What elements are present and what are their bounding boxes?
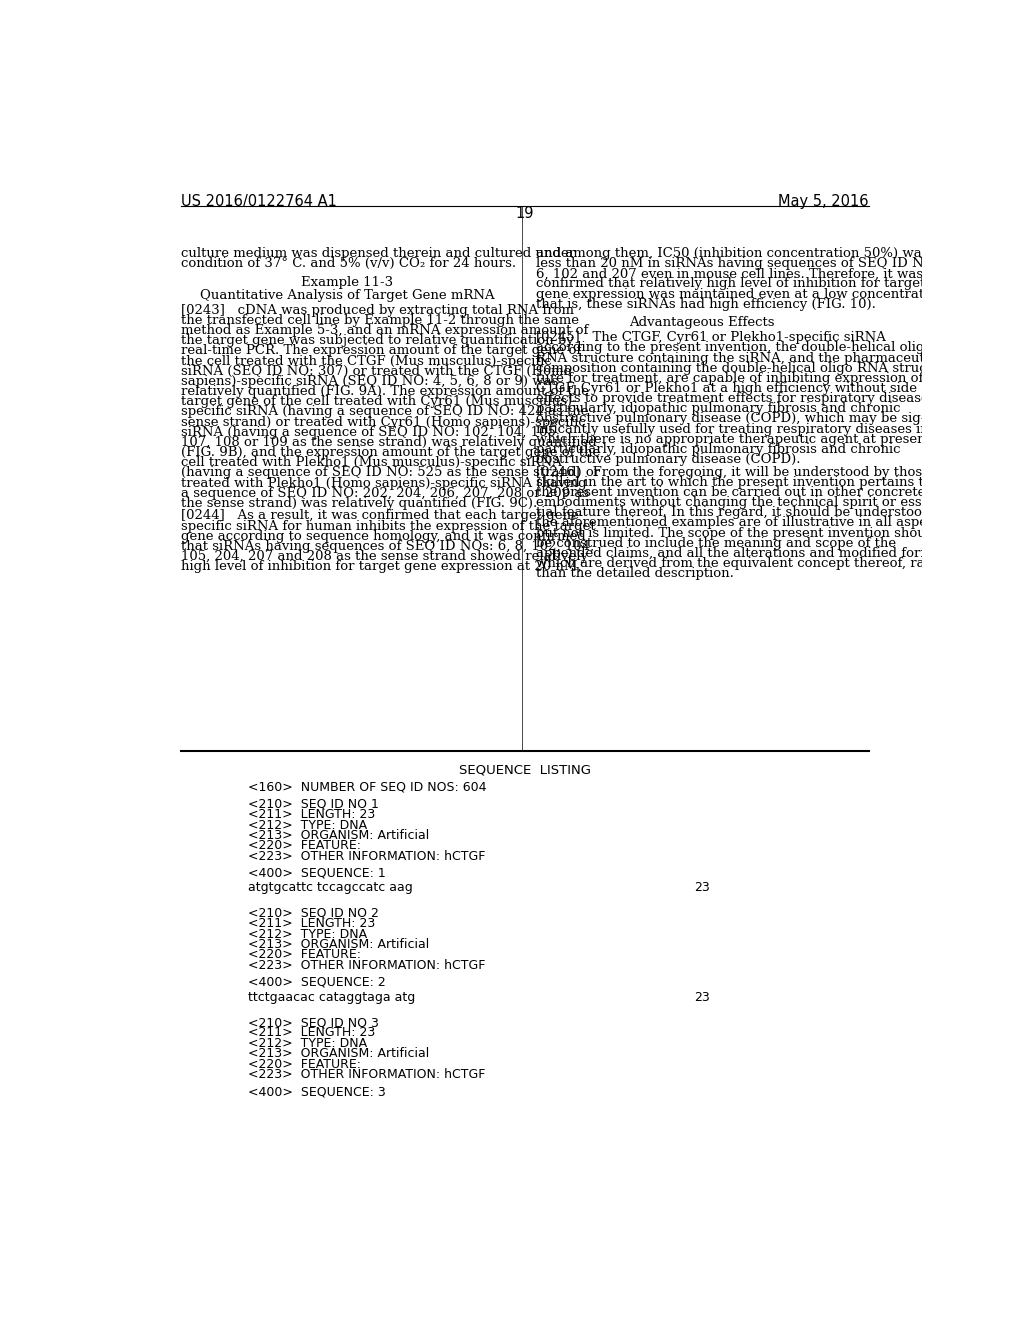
Text: 23: 23	[693, 990, 710, 1003]
Text: embodiments without changing the technical spirit or essen-: embodiments without changing the technic…	[536, 496, 942, 510]
Text: high level of inhibition for target gene expression at 20 nM,: high level of inhibition for target gene…	[180, 560, 582, 573]
Text: <220>  FEATURE:: <220> FEATURE:	[248, 1057, 361, 1071]
Text: SEQUENCE  LISTING: SEQUENCE LISTING	[459, 763, 591, 776]
Text: [0246]   From the foregoing, it will be understood by those: [0246] From the foregoing, it will be un…	[536, 466, 930, 479]
Text: according to the present invention, the double-helical oligo: according to the present invention, the …	[536, 342, 932, 354]
Text: (FIG. 9B), and the expression amount of the target gene of the: (FIG. 9B), and the expression amount of …	[180, 446, 600, 459]
Text: <210>  SEQ ID NO 3: <210> SEQ ID NO 3	[248, 1016, 379, 1030]
Text: [0245]   The CTGF, Cyr61 or Plekho1-specific siRNA: [0245] The CTGF, Cyr61 or Plekho1-specif…	[536, 331, 886, 345]
Text: (having a sequence of SEQ ID NO: 525 as the sense strand) or: (having a sequence of SEQ ID NO: 525 as …	[180, 466, 600, 479]
Text: <220>  FEATURE:: <220> FEATURE:	[248, 840, 361, 853]
Text: the sense strand) was relatively quantified (FIG. 9C).: the sense strand) was relatively quantif…	[180, 496, 537, 510]
Text: <211>  LENGTH: 23: <211> LENGTH: 23	[248, 917, 376, 931]
Text: condition of 37° C. and 5% (v/v) CO₂ for 24 hours.: condition of 37° C. and 5% (v/v) CO₂ for…	[180, 257, 516, 271]
Text: [0243]   cDNA was produced by extracting total RNA from: [0243] cDNA was produced by extracting t…	[180, 304, 573, 317]
Text: skilled in the art to which the present invention pertains that: skilled in the art to which the present …	[536, 475, 945, 488]
Text: <223>  OTHER INFORMATION: hCTGF: <223> OTHER INFORMATION: hCTGF	[248, 1068, 485, 1081]
Text: that siRNAs having sequences of SEQ ID NOs: 6, 8, 102, 104,: that siRNAs having sequences of SEQ ID N…	[180, 540, 594, 553]
Text: obstructive pulmonary disease (COPD).: obstructive pulmonary disease (COPD).	[536, 453, 800, 466]
Text: <211>  LENGTH: 23: <211> LENGTH: 23	[248, 1027, 376, 1039]
Text: relatively quantified (FIG. 9A). The expression amount of the: relatively quantified (FIG. 9A). The exp…	[180, 385, 589, 399]
Text: <160>  NUMBER OF SEQ ID NOS: 604: <160> NUMBER OF SEQ ID NOS: 604	[248, 780, 486, 793]
Text: be construed to include the meaning and scope of the: be construed to include the meaning and …	[536, 537, 896, 549]
Text: <212>  TYPE: DNA: <212> TYPE: DNA	[248, 818, 368, 832]
Text: <223>  OTHER INFORMATION: hCTGF: <223> OTHER INFORMATION: hCTGF	[248, 958, 485, 972]
Text: real-time PCR. The expression amount of the target gene of: real-time PCR. The expression amount of …	[180, 345, 581, 358]
Text: 105, 204, 207 and 208 as the sense strand showed relatively: 105, 204, 207 and 208 as the sense stran…	[180, 550, 588, 564]
Text: gene according to sequence homology, and it was confirmed: gene according to sequence homology, and…	[180, 529, 586, 543]
Text: CTGF, Cyr61 or Plekho1 at a high efficiency without side: CTGF, Cyr61 or Plekho1 at a high efficie…	[536, 381, 916, 395]
Text: less than 20 nM in siRNAs having sequences of SEQ ID NOs:: less than 20 nM in siRNAs having sequenc…	[536, 257, 945, 271]
Text: 6, 102 and 207 even in mouse cell lines. Therefore, it was: 6, 102 and 207 even in mouse cell lines.…	[536, 267, 923, 280]
Text: ttctgaacac cataggtaga atg: ttctgaacac cataggtaga atg	[248, 990, 416, 1003]
Text: <220>  FEATURE:: <220> FEATURE:	[248, 949, 361, 961]
Text: <212>  TYPE: DNA: <212> TYPE: DNA	[248, 1036, 368, 1049]
Text: appended claims, and all the alterations and modified forms: appended claims, and all the alterations…	[536, 546, 939, 560]
Text: composition containing the double-helical oligo RNA struc-: composition containing the double-helica…	[536, 362, 931, 375]
Text: particularly, idiopathic pulmonary fibrosis and chronic: particularly, idiopathic pulmonary fibro…	[536, 403, 900, 416]
Text: which are derived from the equivalent concept thereof, rather: which are derived from the equivalent co…	[536, 557, 952, 570]
Text: confirmed that relatively high level of inhibition for target: confirmed that relatively high level of …	[536, 277, 925, 290]
Text: 23: 23	[693, 882, 710, 895]
Text: May 5, 2016: May 5, 2016	[778, 194, 869, 209]
Text: <400>  SEQUENCE: 1: <400> SEQUENCE: 1	[248, 867, 386, 880]
Text: treated with Plekho1 (Homo sapiens)-specific siRNA (having: treated with Plekho1 (Homo sapiens)-spec…	[180, 477, 587, 490]
Text: Example 11-3: Example 11-3	[301, 276, 393, 289]
Text: <400>  SEQUENCE: 3: <400> SEQUENCE: 3	[248, 1085, 386, 1098]
Text: the aforementioned examples are of illustrative in all aspects: the aforementioned examples are of illus…	[536, 516, 946, 529]
Text: RNA structure containing the siRNA, and the pharmaceutical: RNA structure containing the siRNA, and …	[536, 351, 948, 364]
Text: method as Example 5-3, and an mRNA expression amount of: method as Example 5-3, and an mRNA expre…	[180, 325, 588, 337]
Text: <213>  ORGANISM: Artificial: <213> ORGANISM: Artificial	[248, 829, 429, 842]
Text: 19: 19	[515, 206, 535, 222]
Text: than the detailed description.: than the detailed description.	[536, 568, 733, 581]
Text: <210>  SEQ ID NO 2: <210> SEQ ID NO 2	[248, 907, 379, 920]
Text: the present invention can be carried out in other concrete: the present invention can be carried out…	[536, 486, 925, 499]
Text: [0244]   As a result, it was confirmed that each target gene-: [0244] As a result, it was confirmed tha…	[180, 510, 583, 523]
Text: ture for treatment, are capable of inhibiting expression of: ture for treatment, are capable of inhib…	[536, 372, 923, 385]
Text: culture medium was dispensed therein and cultured under: culture medium was dispensed therein and…	[180, 247, 574, 260]
Text: <210>  SEQ ID NO 1: <210> SEQ ID NO 1	[248, 797, 379, 810]
Text: a sequence of SEQ ID NO: 202, 204, 206, 207, 208 or 209 as: a sequence of SEQ ID NO: 202, 204, 206, …	[180, 487, 589, 500]
Text: particularly, idiopathic pulmonary fibrosis and chronic: particularly, idiopathic pulmonary fibro…	[536, 444, 900, 455]
Text: <400>  SEQUENCE: 2: <400> SEQUENCE: 2	[248, 975, 386, 989]
Text: siRNA (SEQ ID NO: 307) or treated with the CTGF (Homo: siRNA (SEQ ID NO: 307) or treated with t…	[180, 364, 571, 378]
Text: and among them, IC50 (inhibition concentration 50%) was: and among them, IC50 (inhibition concent…	[536, 247, 928, 260]
Text: US 2016/0122764 A1: US 2016/0122764 A1	[180, 194, 337, 209]
Text: the cell treated with the CTGF (Mus musculus)-specific: the cell treated with the CTGF (Mus musc…	[180, 355, 552, 367]
Text: the target gene was subjected to relative quantification by: the target gene was subjected to relativ…	[180, 334, 573, 347]
Text: which there is no appropriate therapeutic agent at present,: which there is no appropriate therapeuti…	[536, 433, 935, 446]
Text: effects to provide treatment effects for respiratory diseases,: effects to provide treatment effects for…	[536, 392, 939, 405]
Text: <211>  LENGTH: 23: <211> LENGTH: 23	[248, 808, 376, 821]
Text: the transfected cell line by Example 11-2 through the same: the transfected cell line by Example 11-…	[180, 314, 579, 327]
Text: nificantly usefully used for treating respiratory diseases in: nificantly usefully used for treating re…	[536, 422, 929, 436]
Text: tial feature thereof. In this regard, it should be understood that: tial feature thereof. In this regard, it…	[536, 507, 962, 519]
Text: sense strand) or treated with Cyr61 (Homo sapiens)-specific: sense strand) or treated with Cyr61 (Hom…	[180, 416, 586, 429]
Text: Advantageous Effects: Advantageous Effects	[630, 317, 775, 330]
Text: <223>  OTHER INFORMATION: hCTGF: <223> OTHER INFORMATION: hCTGF	[248, 850, 485, 863]
Text: that is, these siRNAs had high efficiency (FIG. 10).: that is, these siRNAs had high efficienc…	[536, 298, 876, 310]
Text: but not is limited. The scope of the present invention should: but not is limited. The scope of the pre…	[536, 527, 938, 540]
Text: cell treated with Plekho1 (Mus musculus)-specific siRNA: cell treated with Plekho1 (Mus musculus)…	[180, 457, 561, 469]
Text: gene expression was maintained even at a low concentration,: gene expression was maintained even at a…	[536, 288, 948, 301]
Text: <213>  ORGANISM: Artificial: <213> ORGANISM: Artificial	[248, 939, 429, 950]
Text: 107, 108 or 109 as the sense strand) was relatively quantified: 107, 108 or 109 as the sense strand) was…	[180, 436, 596, 449]
Text: target gene of the cell treated with Cyr61 (Mus musculus)-: target gene of the cell treated with Cyr…	[180, 395, 577, 408]
Text: <213>  ORGANISM: Artificial: <213> ORGANISM: Artificial	[248, 1047, 429, 1060]
Text: <212>  TYPE: DNA: <212> TYPE: DNA	[248, 928, 368, 941]
Text: sapiens)-specific siRNA (SEQ ID NO: 4, 5, 6, 8 or 9) was: sapiens)-specific siRNA (SEQ ID NO: 4, 5…	[180, 375, 558, 388]
Text: atgtgcattc tccagccatc aag: atgtgcattc tccagccatc aag	[248, 882, 413, 895]
Text: specific siRNA for human inhibits the expression of the target: specific siRNA for human inhibits the ex…	[180, 520, 595, 532]
Text: specific siRNA (having a sequence of SEQ ID NO: 424 as the: specific siRNA (having a sequence of SEQ…	[180, 405, 588, 418]
Text: Quantitative Analysis of Target Gene mRNA: Quantitative Analysis of Target Gene mRN…	[200, 289, 495, 302]
Text: obstructive pulmonary disease (COPD), which may be sig-: obstructive pulmonary disease (COPD), wh…	[536, 412, 925, 425]
Text: siRNA (having a sequence of SEQ ID NO: 102, 104, 105,: siRNA (having a sequence of SEQ ID NO: 1…	[180, 426, 559, 438]
